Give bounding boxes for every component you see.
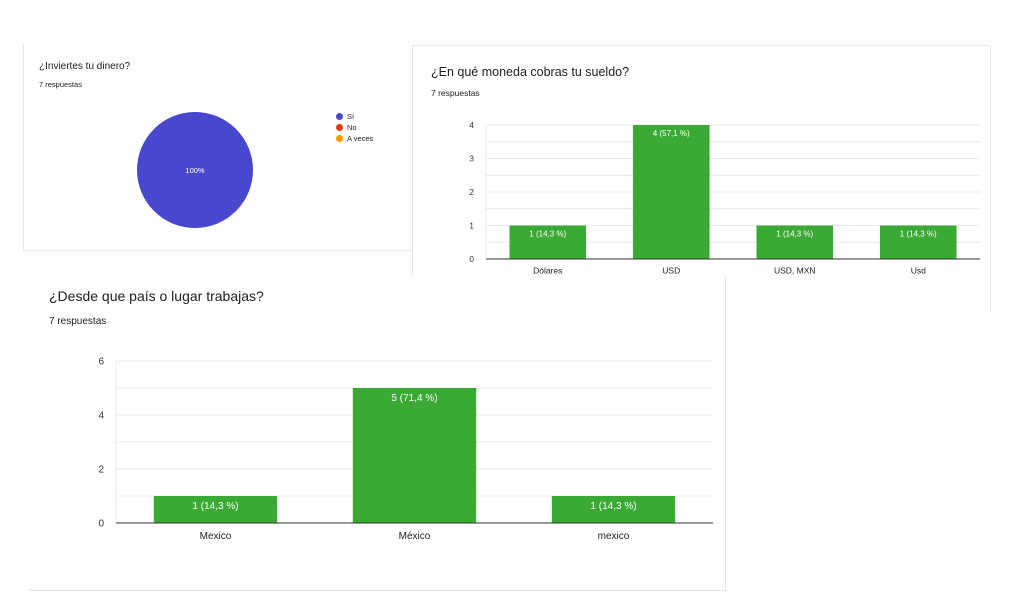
country-question-card: ¿Desde que país o lugar trabajas? 7 resp…: [28, 276, 726, 591]
country-response-count: 7 respuestas: [49, 316, 107, 327]
country-y-tick-label: 2: [98, 465, 104, 476]
legend-item-no[interactable]: No: [336, 122, 373, 133]
currency-y-tick-label: 4: [469, 120, 474, 130]
legend-dot-no-icon: [336, 124, 343, 131]
legend-dot-si-icon: [336, 113, 343, 120]
currency-bar-usd-3: [879, 225, 957, 259]
country-data-label-mexico-0: 1 (14,3 %): [192, 501, 238, 512]
legend-label-no: No: [347, 123, 357, 132]
currency-question-title: ¿En qué moneda cobras tu sueldo?: [431, 65, 630, 79]
pie-legend: Sí No A veces: [336, 111, 373, 144]
currency-x-tick-label-usd-1: USD: [662, 266, 680, 276]
currency-bar-usd-mxn-2: [756, 225, 834, 259]
legend-item-si[interactable]: Sí: [336, 111, 373, 122]
currency-response-count: 7 respuestas: [431, 88, 480, 98]
pie-slice-label-si: 100%: [185, 166, 205, 175]
currency-data-label-usd-3: 1 (14,3 %): [900, 230, 937, 239]
country-x-tick-label-mexico-1: México: [399, 531, 431, 542]
legend-label-si: Sí: [347, 112, 355, 121]
pie-response-count: 7 respuestas: [39, 80, 82, 89]
currency-data-label-dolares-0: 1 (14,3 %): [529, 230, 566, 239]
currency-bar-dolares-0: [509, 225, 587, 259]
currency-x-tick-label-dolares-0: Dólares: [533, 266, 562, 276]
pie-chart: 100%: [137, 112, 253, 228]
currency-y-tick-label: 2: [469, 187, 474, 197]
country-question-title: ¿Desde que país o lugar trabajas?: [49, 288, 264, 304]
country-x-tick-label-mexico-2: mexico: [598, 531, 630, 542]
currency-data-label-usd-mxn-2: 1 (14,3 %): [776, 230, 813, 239]
pie-question-title: ¿Inviertes tu dinero?: [39, 61, 131, 72]
currency-bar-usd-1: [632, 125, 710, 259]
country-y-tick-label: 0: [98, 519, 104, 530]
pie-slice-si: [137, 112, 253, 228]
currency-x-tick-label-usd-mxn-2: USD, MXN: [774, 266, 816, 276]
country-data-label-mexico-2: 1 (14,3 %): [590, 501, 636, 512]
currency-question-card: ¿En qué moneda cobras tu sueldo? 7 respu…: [412, 45, 991, 313]
country-y-tick-label: 4: [98, 411, 104, 422]
legend-label-a-veces: A veces: [347, 134, 374, 143]
currency-y-tick-label: 0: [469, 254, 474, 264]
currency-y-tick-label: 3: [469, 153, 474, 163]
currency-data-label-usd-1: 4 (57,1 %): [653, 129, 690, 138]
legend-dot-a-veces-icon: [336, 135, 343, 142]
currency-bar-chart: 0 1 2 3 4 1 (14,3 %) Dólares 4 (57,1 %) USD 1 (14…: [469, 120, 980, 276]
legend-item-a-veces[interactable]: A veces: [336, 133, 373, 144]
pie-question-card: ¿Inviertes tu dinero? 7 respuestas 100% …: [23, 44, 414, 251]
country-bar-mexico-1: [352, 388, 477, 523]
country-bar-chart: 0 2 4 6 1 (14,3 %) Mexico 5 (71,4 %) México 1 (1…: [98, 357, 713, 542]
country-x-tick-label-mexico-0: Mexico: [200, 531, 232, 542]
country-bar-mexico-2: [551, 496, 676, 523]
country-bar-mexico-0: [153, 496, 278, 523]
currency-x-tick-label-usd-3: Usd: [911, 266, 926, 276]
country-y-tick-label: 6: [98, 357, 104, 368]
currency-y-tick-label: 1: [469, 220, 474, 230]
country-data-label-mexico-1: 5 (71,4 %): [391, 393, 437, 404]
